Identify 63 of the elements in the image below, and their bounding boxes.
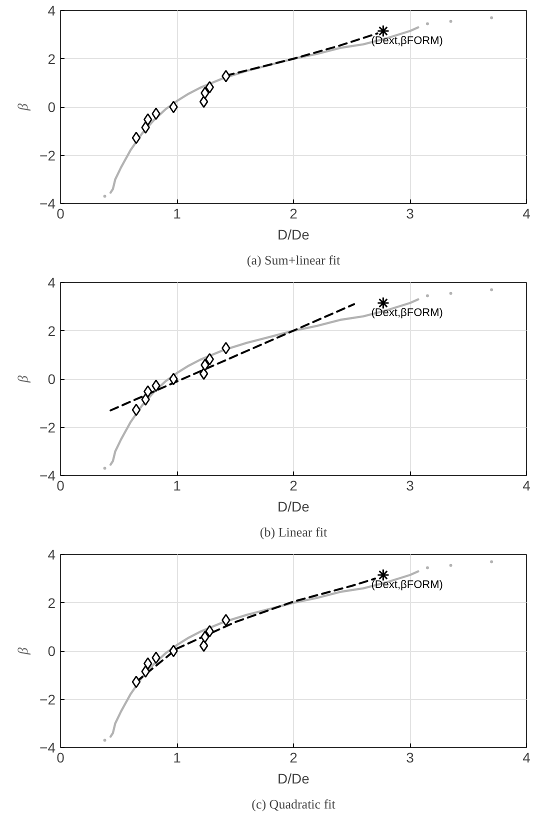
y-tick-label: −2 <box>40 691 56 708</box>
point <box>103 466 106 470</box>
x-tick-label: 3 <box>406 478 414 494</box>
point <box>426 294 429 298</box>
y-tick-label: 2 <box>48 50 56 67</box>
y-tick-label: −4 <box>40 468 56 484</box>
x-tick-label: 1 <box>173 478 182 494</box>
y-tick-label: 2 <box>48 322 56 339</box>
point <box>426 22 429 26</box>
point <box>449 564 452 567</box>
point <box>449 20 452 23</box>
y-tick-label: 4 <box>48 274 56 290</box>
x-tick-label: 3 <box>406 206 414 222</box>
text: (b) Linear fit <box>260 524 328 540</box>
y-axis-title: β <box>16 647 32 656</box>
y-tick-label: −4 <box>40 196 56 212</box>
y-tick-label: 0 <box>48 99 56 115</box>
point <box>199 639 208 652</box>
y-tick-label: 0 <box>48 371 56 387</box>
annotation: (Dext,βFORM) <box>371 35 443 48</box>
y-tick-label: −4 <box>40 740 56 756</box>
x-tick-label: 1 <box>173 206 182 222</box>
x-tick-label: 4 <box>522 206 531 222</box>
point <box>132 132 141 144</box>
point <box>152 652 160 664</box>
x-axis-title: D/De <box>278 770 310 786</box>
point <box>103 738 106 742</box>
point <box>132 404 141 416</box>
x-tick-label: 2 <box>290 206 298 222</box>
point <box>490 16 494 20</box>
y-tick-label: −2 <box>40 419 56 436</box>
point <box>199 367 208 380</box>
x-tick-label: 3 <box>406 750 414 766</box>
x-tick-label: 1 <box>173 750 182 766</box>
point <box>152 380 160 392</box>
point <box>205 625 214 638</box>
point <box>205 81 214 94</box>
point <box>426 566 429 570</box>
point <box>152 108 160 120</box>
x-axis-title: D/De <box>278 498 310 514</box>
y-tick-label: 4 <box>48 546 56 562</box>
point <box>199 95 208 108</box>
x-tick-label: 2 <box>290 478 298 494</box>
y-tick-label: 0 <box>48 643 56 659</box>
annotation: (Dext,βFORM) <box>371 307 443 320</box>
text: (c) Quadratic fit <box>252 796 336 812</box>
point <box>490 560 494 564</box>
point <box>205 353 214 366</box>
annotation: (Dext,βFORM) <box>371 579 443 592</box>
point <box>132 676 141 688</box>
point <box>490 288 494 292</box>
x-axis-title: D/De <box>278 226 310 242</box>
y-tick-label: 2 <box>48 594 56 611</box>
text: (a) Sum+linear fit <box>246 252 341 268</box>
point <box>449 292 452 295</box>
point <box>103 194 106 198</box>
y-axis-title: β <box>16 375 32 384</box>
x-tick-label: 4 <box>522 478 531 494</box>
x-tick-label: 4 <box>522 750 531 766</box>
x-tick-label: 2 <box>290 750 298 766</box>
y-tick-label: 4 <box>48 2 56 18</box>
y-axis-title: β <box>16 103 32 112</box>
y-tick-label: −2 <box>40 147 56 164</box>
